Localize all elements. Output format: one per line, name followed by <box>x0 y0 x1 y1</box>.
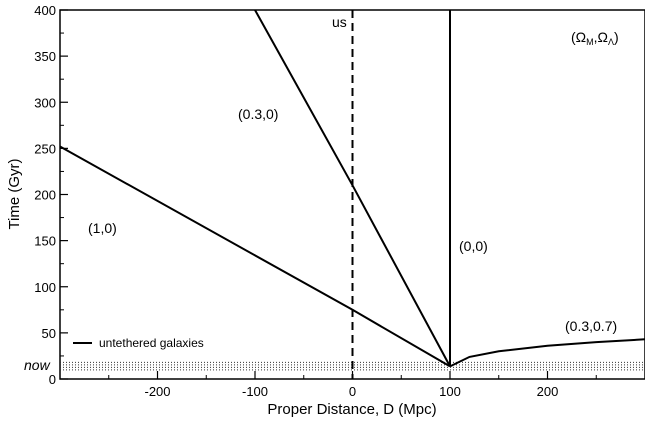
axis-ticks <box>60 9 597 380</box>
x-axis-title: Proper Distance, D (Mpc) <box>267 401 436 418</box>
x-tick-label: 100 <box>439 384 461 399</box>
observer-label: us <box>332 14 347 30</box>
y-tick-label: 300 <box>34 95 56 110</box>
x-tick-label: 200 <box>537 384 559 399</box>
series-label-1-0: (1,0) <box>88 220 117 236</box>
y-tick-label: 0 <box>49 372 56 387</box>
now-label: now <box>24 357 51 373</box>
y-tick-label: 200 <box>34 188 56 203</box>
y-tick-label: 250 <box>34 141 56 156</box>
x-tick-label: -200 <box>144 384 170 399</box>
omega-legend: (ΩM,ΩΛ) <box>571 29 619 47</box>
y-tick-label: 400 <box>34 3 56 18</box>
series-line <box>449 338 645 368</box>
series-label-0.3-0: (0.3,0) <box>238 106 278 122</box>
y-tick-label: 350 <box>34 49 56 64</box>
y-tick-label: 50 <box>42 326 56 341</box>
x-tick-label: 0 <box>349 384 356 399</box>
series-label-0.3-0.7: (0.3,0.7) <box>565 318 617 334</box>
series-label-0-0: (0,0) <box>459 238 488 254</box>
x-tick-label: -100 <box>242 384 268 399</box>
y-tick-label: 100 <box>34 280 56 295</box>
y-tick-label: 150 <box>34 234 56 249</box>
legend-label: untethered galaxies <box>99 336 204 350</box>
tick-labels: -200 -100 0 100 200 0 50 100 150 200 250 300 350 400 <box>34 3 558 399</box>
y-axis-title: Time (Gyr) <box>6 158 23 229</box>
